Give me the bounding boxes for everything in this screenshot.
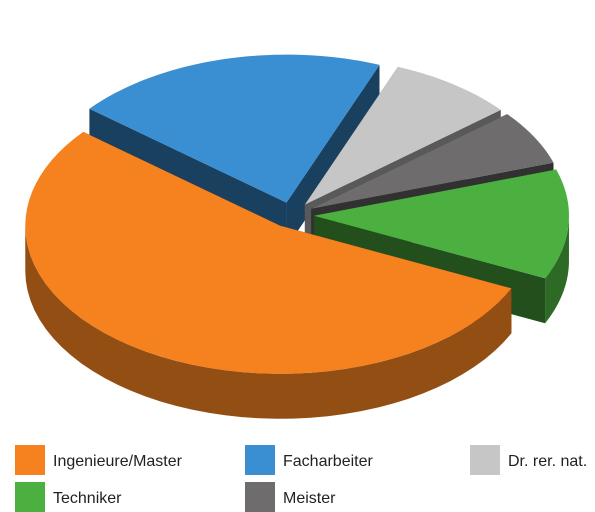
slice-side: [545, 215, 569, 324]
legend-swatch: [245, 482, 275, 512]
slice-side: [25, 225, 512, 419]
legend-label: Ingenieure/Master: [53, 453, 183, 470]
legend-swatch: [15, 482, 45, 512]
legend-swatch: [470, 445, 500, 475]
legend-swatch: [245, 445, 275, 475]
legend-label: Dr. rer. nat.: [508, 453, 587, 470]
pie-slice: [25, 131, 512, 374]
pie-slice: [89, 54, 380, 203]
legend-label: Facharbeiter: [283, 453, 373, 470]
pie-slice: [313, 169, 569, 279]
legend-label: Techniker: [53, 490, 122, 507]
pie-slice: [304, 66, 501, 205]
legend-label: Meister: [283, 490, 336, 507]
pie-slice: [311, 114, 554, 209]
slice: [25, 131, 512, 419]
legend-swatch: [15, 445, 45, 475]
